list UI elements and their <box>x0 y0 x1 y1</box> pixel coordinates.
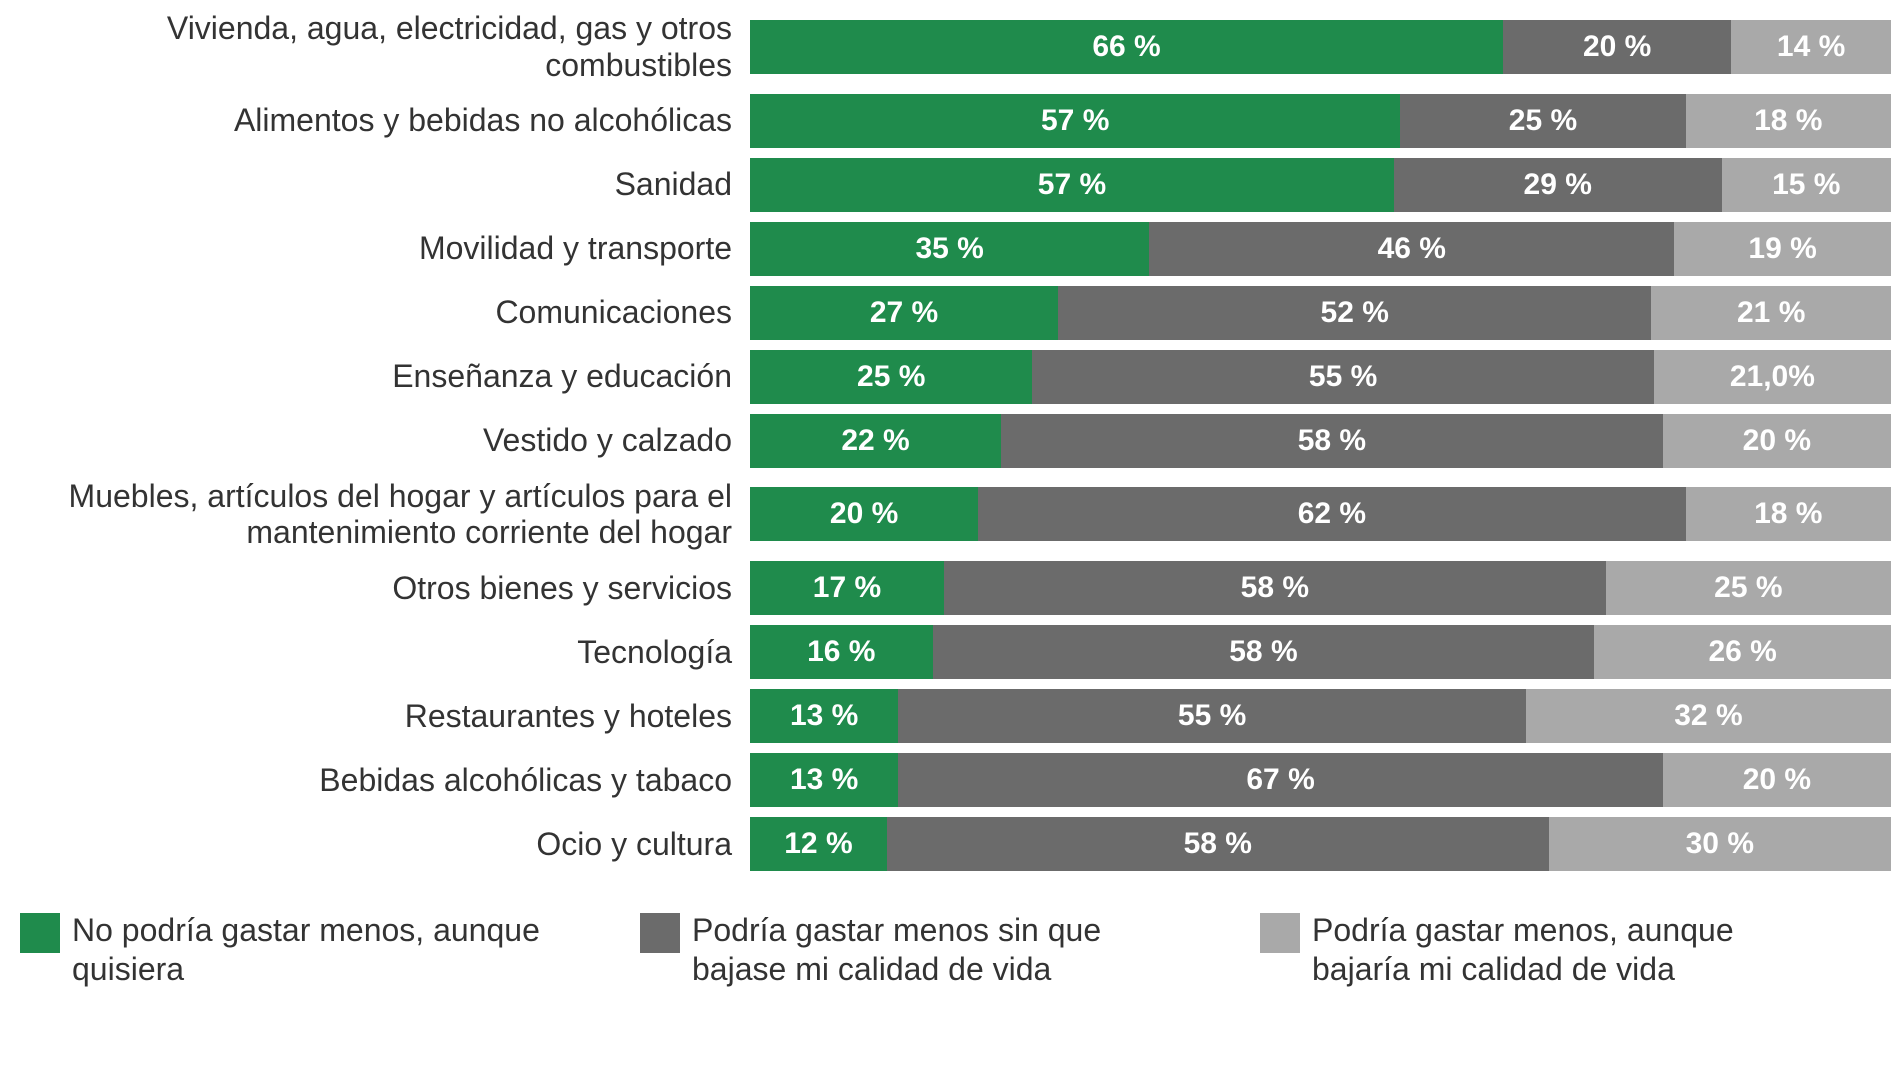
chart-row: Sanidad57 %29 %15 % <box>10 158 1891 212</box>
legend-swatch <box>640 913 680 953</box>
bar-segment: 25 % <box>750 350 1032 404</box>
stacked-bar: 27 %52 %21 % <box>750 286 1891 340</box>
bar-segment: 20 % <box>1503 20 1731 74</box>
bar-segment: 13 % <box>750 689 898 743</box>
chart-row: Otros bienes y servicios17 %58 %25 % <box>10 561 1891 615</box>
legend-label: Podría gastar menos, aunque bajaría mi c… <box>1312 911 1820 988</box>
bar-segment: 25 % <box>1400 94 1685 148</box>
stacked-bar: 20 %62 %18 % <box>750 487 1891 541</box>
bar-segment: 14 % <box>1731 20 1891 74</box>
bar-segment: 21,0% <box>1654 350 1891 404</box>
category-label: Tecnología <box>10 634 750 671</box>
bar-segment: 29 % <box>1394 158 1722 212</box>
category-label: Muebles, artículos del hogar y artículos… <box>10 478 750 552</box>
category-label: Alimentos y bebidas no alcohólicas <box>10 102 750 139</box>
chart-row: Comunicaciones27 %52 %21 % <box>10 286 1891 340</box>
chart-row: Movilidad y transporte35 %46 %19 % <box>10 222 1891 276</box>
chart-row: Ocio y cultura12 %58 %30 % <box>10 817 1891 871</box>
bar-segment: 26 % <box>1594 625 1891 679</box>
bar-segment: 35 % <box>750 222 1149 276</box>
stacked-bar: 35 %46 %19 % <box>750 222 1891 276</box>
stacked-bar: 57 %25 %18 % <box>750 94 1891 148</box>
category-label: Movilidad y transporte <box>10 230 750 267</box>
chart-row: Vivienda, agua, electricidad, gas y otro… <box>10 10 1891 84</box>
bar-segment: 22 % <box>750 414 1001 468</box>
bar-segment: 52 % <box>1058 286 1651 340</box>
chart-row: Restaurantes y hoteles13 %55 %32 % <box>10 689 1891 743</box>
bar-segment: 67 % <box>898 753 1662 807</box>
bar-segment: 27 % <box>750 286 1058 340</box>
chart-row: Vestido y calzado22 %58 %20 % <box>10 414 1891 468</box>
category-label: Sanidad <box>10 166 750 203</box>
bar-segment: 58 % <box>887 817 1549 871</box>
bar-segment: 20 % <box>750 487 978 541</box>
stacked-bar-chart: Vivienda, agua, electricidad, gas y otro… <box>10 10 1891 988</box>
chart-row: Enseñanza y educación25 %55 %21,0% <box>10 350 1891 404</box>
stacked-bar: 25 %55 %21,0% <box>750 350 1891 404</box>
chart-row: Muebles, artículos del hogar y artículos… <box>10 478 1891 552</box>
stacked-bar: 13 %55 %32 % <box>750 689 1891 743</box>
category-label: Comunicaciones <box>10 294 750 331</box>
bar-segment: 13 % <box>750 753 898 807</box>
stacked-bar: 12 %58 %30 % <box>750 817 1891 871</box>
bar-segment: 62 % <box>978 487 1685 541</box>
legend-item: No podría gastar menos, aunque quisiera <box>20 911 580 988</box>
chart-row: Bebidas alcohólicas y tabaco13 %67 %20 % <box>10 753 1891 807</box>
bar-segment: 15 % <box>1722 158 1891 212</box>
legend-swatch <box>20 913 60 953</box>
bar-segment: 58 % <box>944 561 1606 615</box>
stacked-bar: 22 %58 %20 % <box>750 414 1891 468</box>
bar-segment: 66 % <box>750 20 1503 74</box>
stacked-bar: 66 %20 %14 % <box>750 20 1891 74</box>
bar-segment: 25 % <box>1606 561 1891 615</box>
category-label: Bebidas alcohólicas y tabaco <box>10 762 750 799</box>
bar-segment: 17 % <box>750 561 944 615</box>
bar-segment: 32 % <box>1526 689 1891 743</box>
legend-swatch <box>1260 913 1300 953</box>
bar-segment: 57 % <box>750 94 1400 148</box>
bar-segment: 20 % <box>1663 414 1891 468</box>
bar-segment: 18 % <box>1686 487 1891 541</box>
category-label: Enseñanza y educación <box>10 358 750 395</box>
legend-label: Podría gastar menos sin que bajase mi ca… <box>692 911 1200 988</box>
bar-segment: 18 % <box>1686 94 1891 148</box>
stacked-bar: 16 %58 %26 % <box>750 625 1891 679</box>
category-label: Vestido y calzado <box>10 422 750 459</box>
chart-row: Alimentos y bebidas no alcohólicas57 %25… <box>10 94 1891 148</box>
category-label: Otros bienes y servicios <box>10 570 750 607</box>
legend-item: Podría gastar menos sin que bajase mi ca… <box>640 911 1200 988</box>
bar-segment: 20 % <box>1663 753 1891 807</box>
chart-legend: No podría gastar menos, aunque quisiera P… <box>10 911 1891 988</box>
category-label: Restaurantes y hoteles <box>10 698 750 735</box>
category-label: Ocio y cultura <box>10 826 750 863</box>
bar-segment: 58 % <box>1001 414 1663 468</box>
legend-label: No podría gastar menos, aunque quisiera <box>72 911 580 988</box>
bar-segment: 19 % <box>1674 222 1891 276</box>
stacked-bar: 17 %58 %25 % <box>750 561 1891 615</box>
bar-segment: 55 % <box>1032 350 1653 404</box>
stacked-bar: 57 %29 %15 % <box>750 158 1891 212</box>
bar-segment: 30 % <box>1549 817 1891 871</box>
bar-segment: 12 % <box>750 817 887 871</box>
chart-row: Tecnología16 %58 %26 % <box>10 625 1891 679</box>
bar-segment: 21 % <box>1651 286 1891 340</box>
legend-item: Podría gastar menos, aunque bajaría mi c… <box>1260 911 1820 988</box>
bar-segment: 55 % <box>898 689 1526 743</box>
category-label: Vivienda, agua, electricidad, gas y otro… <box>10 10 750 84</box>
bar-segment: 16 % <box>750 625 933 679</box>
bar-segment: 46 % <box>1149 222 1674 276</box>
bar-segment: 57 % <box>750 158 1394 212</box>
stacked-bar: 13 %67 %20 % <box>750 753 1891 807</box>
chart-rows: Vivienda, agua, electricidad, gas y otro… <box>10 10 1891 871</box>
bar-segment: 58 % <box>933 625 1595 679</box>
